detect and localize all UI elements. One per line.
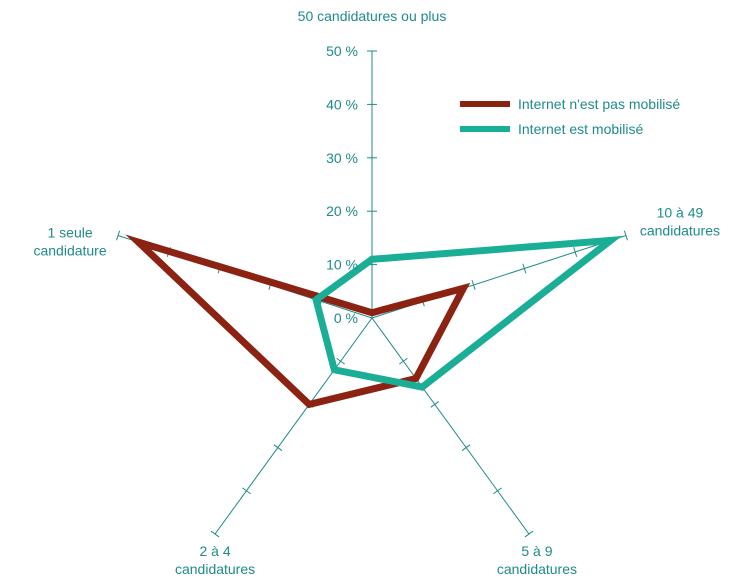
axis-line bbox=[371, 317, 530, 535]
tick-mark bbox=[524, 530, 534, 538]
axis-label: candidature bbox=[33, 242, 106, 258]
tick-label: 50 % bbox=[326, 43, 358, 59]
tick-label: 40 % bbox=[326, 96, 358, 112]
axis-label: candidatures bbox=[497, 561, 577, 577]
tick-mark bbox=[461, 444, 471, 451]
tick-mark bbox=[210, 530, 220, 538]
tick-label: 0 % bbox=[334, 310, 358, 326]
tick-mark bbox=[522, 263, 527, 274]
axis-label: candidatures bbox=[640, 222, 720, 238]
tick-mark bbox=[471, 280, 476, 290]
tick-mark bbox=[399, 357, 408, 365]
tick-label: 10 % bbox=[326, 257, 358, 273]
legend-label: Internet est mobilisé bbox=[518, 121, 643, 137]
axis-line bbox=[214, 317, 373, 535]
series-polygon bbox=[125, 234, 471, 409]
tick-mark bbox=[273, 444, 283, 451]
axis-label: 5 à 9 bbox=[521, 543, 552, 559]
tick-mark bbox=[623, 230, 628, 241]
series-layer bbox=[125, 234, 623, 409]
legend-label: Internet n'est pas mobilisé bbox=[518, 96, 680, 112]
series-polygon bbox=[312, 235, 623, 391]
axis-label: 2 à 4 bbox=[199, 543, 230, 559]
legend: Internet n'est pas mobilisé Internet est … bbox=[460, 96, 680, 137]
axis-label: 10 à 49 bbox=[657, 204, 704, 220]
labels-layer: 0 % 10 % 20 % 30 % 40 % 50 % 50 candidatures o… bbox=[33, 8, 720, 577]
axis-label: 1 seule bbox=[47, 224, 92, 240]
tick-mark bbox=[336, 357, 345, 365]
tick-label: 20 % bbox=[326, 203, 358, 219]
tick-mark bbox=[430, 401, 440, 408]
axis-label: 50 candidatures ou plus bbox=[298, 8, 447, 24]
tick-mark bbox=[242, 487, 251, 495]
tick-mark bbox=[573, 247, 578, 257]
axis-label: candidatures bbox=[175, 561, 255, 577]
tick-mark bbox=[493, 487, 502, 495]
tick-mark bbox=[116, 230, 121, 241]
tick-label: 30 % bbox=[326, 150, 358, 166]
